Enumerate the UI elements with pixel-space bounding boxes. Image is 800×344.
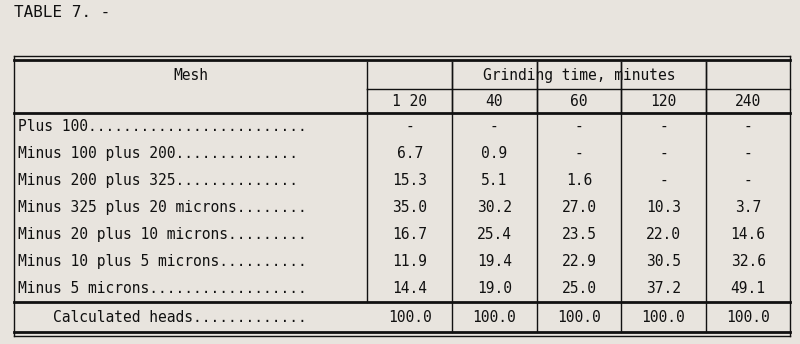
Text: 6.7: 6.7	[397, 146, 423, 161]
Text: -: -	[744, 146, 753, 161]
Text: 1.6: 1.6	[566, 173, 592, 188]
Text: 14.6: 14.6	[730, 227, 766, 242]
Text: Minus 20 plus 10 microns.........: Minus 20 plus 10 microns.........	[18, 227, 307, 242]
Text: Minus 325 plus 20 microns........: Minus 325 plus 20 microns........	[18, 200, 307, 215]
Text: -: -	[490, 119, 498, 134]
Text: Minus 100 plus 200..............: Minus 100 plus 200..............	[18, 146, 298, 161]
Text: Minus 5 microns..................: Minus 5 microns..................	[18, 281, 307, 296]
Text: 40: 40	[486, 94, 503, 109]
Text: 11.9: 11.9	[392, 254, 427, 269]
Text: 35.0: 35.0	[392, 200, 427, 215]
Text: 100.0: 100.0	[388, 310, 432, 325]
Text: 1 20: 1 20	[392, 94, 427, 109]
Text: -: -	[574, 146, 583, 161]
Text: 19.0: 19.0	[477, 281, 512, 296]
Text: 14.4: 14.4	[392, 281, 427, 296]
Text: 16.7: 16.7	[392, 227, 427, 242]
Text: 23.5: 23.5	[562, 227, 597, 242]
Text: 240: 240	[735, 94, 762, 109]
Text: 120: 120	[650, 94, 677, 109]
Text: 100.0: 100.0	[726, 310, 770, 325]
Text: 15.3: 15.3	[392, 173, 427, 188]
Text: -: -	[744, 119, 753, 134]
Text: 37.2: 37.2	[646, 281, 681, 296]
Text: 32.6: 32.6	[730, 254, 766, 269]
Text: 19.4: 19.4	[477, 254, 512, 269]
Text: 0.9: 0.9	[482, 146, 507, 161]
Text: -: -	[659, 173, 668, 188]
Text: Grinding time, minutes: Grinding time, minutes	[482, 68, 675, 83]
Text: Mesh: Mesh	[174, 68, 209, 83]
Text: 22.0: 22.0	[646, 227, 681, 242]
Text: 30.2: 30.2	[477, 200, 512, 215]
Text: 100.0: 100.0	[473, 310, 516, 325]
Text: Plus 100.........................: Plus 100.........................	[18, 119, 307, 134]
Text: 100.0: 100.0	[642, 310, 686, 325]
Text: 27.0: 27.0	[562, 200, 597, 215]
Text: 5.1: 5.1	[482, 173, 507, 188]
Text: -: -	[744, 173, 753, 188]
Text: -: -	[659, 119, 668, 134]
Text: Minus 10 plus 5 microns..........: Minus 10 plus 5 microns..........	[18, 254, 307, 269]
Text: 100.0: 100.0	[557, 310, 601, 325]
Text: Calculated heads.............: Calculated heads.............	[18, 310, 307, 325]
Text: TABLE 7. -: TABLE 7. -	[14, 4, 120, 20]
Text: 10.3: 10.3	[646, 200, 681, 215]
Text: 30.5: 30.5	[646, 254, 681, 269]
Text: 60: 60	[570, 94, 588, 109]
Text: -: -	[574, 119, 583, 134]
Text: 25.4: 25.4	[477, 227, 512, 242]
Text: -: -	[406, 119, 414, 134]
Text: 22.9: 22.9	[562, 254, 597, 269]
Text: 3.7: 3.7	[735, 200, 762, 215]
Text: -: -	[659, 146, 668, 161]
Text: Minus 200 plus 325..............: Minus 200 plus 325..............	[18, 173, 298, 188]
Text: 49.1: 49.1	[730, 281, 766, 296]
Text: 25.0: 25.0	[562, 281, 597, 296]
